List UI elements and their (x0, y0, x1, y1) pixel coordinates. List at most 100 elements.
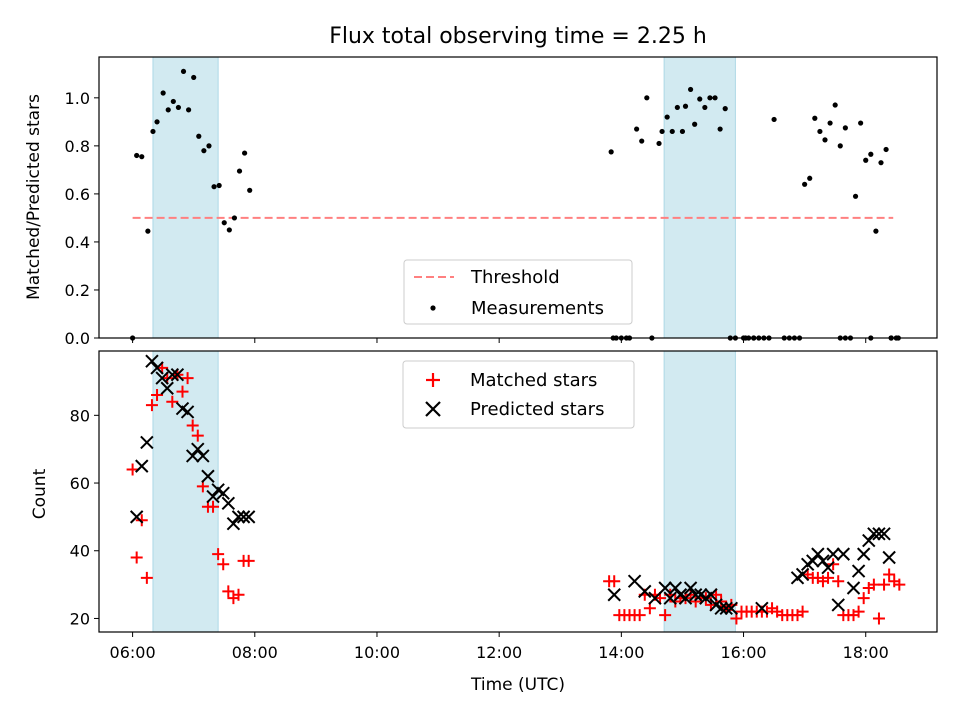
predicted-star-marker (877, 527, 891, 541)
chart-title: Flux total observing time = 2.25 h (329, 24, 707, 49)
measurement-point (242, 150, 248, 156)
predicted-star-marker (241, 510, 256, 524)
measurement-point (211, 184, 217, 190)
predicted-star-marker (663, 591, 677, 605)
measurement-point (722, 106, 728, 112)
predicted-star-marker (683, 581, 698, 595)
measurements-series (130, 68, 901, 341)
measurement-point (170, 98, 176, 105)
measurement-point (247, 187, 253, 193)
predicted-star-marker (140, 435, 154, 450)
matched-star-marker (633, 609, 646, 622)
predicted-star-marker (688, 588, 703, 602)
matched-stars-legend-label: Matched stars (470, 370, 597, 391)
measurement-point (674, 104, 680, 111)
matched-star-marker (827, 558, 840, 571)
matched-star-marker (796, 605, 809, 618)
predicted-stars-legend-label: Predicted stars (470, 399, 604, 420)
top-shaded-intervals (152, 56, 736, 339)
measurement-point (687, 86, 694, 93)
measurement-point (669, 128, 675, 135)
predicted-star-marker (851, 564, 866, 578)
bottom-legend: Matched stars Predicted stars (402, 360, 635, 429)
matched-star-marker (217, 558, 230, 571)
matched-star-marker (608, 575, 621, 588)
matched-star-marker (232, 588, 245, 601)
top-y-axis-label: Matched/Predicted stars (24, 94, 44, 300)
matched-star-marker (857, 592, 870, 605)
measurement-point (216, 182, 222, 189)
predicted-stars-legend-swatch (425, 401, 441, 417)
measurement-point (154, 119, 160, 125)
measurement-point (231, 215, 238, 221)
measurement-point (134, 152, 140, 159)
matched-star-marker (832, 575, 845, 588)
measurement-point (817, 128, 823, 135)
measurement-point (679, 128, 686, 135)
predicted-star-marker (231, 510, 246, 524)
predicted-star-marker (145, 354, 159, 368)
measurement-point (165, 107, 171, 113)
predicted-star-marker (816, 554, 830, 568)
matched-star-marker (872, 612, 885, 625)
x-tick-label: 10:00 (354, 643, 400, 662)
matched-star-marker (222, 585, 235, 598)
measurement-point (827, 120, 833, 126)
predicted-star-marker (221, 496, 236, 511)
bottom-y-axis-label: Count (30, 468, 50, 519)
measurement-point (822, 137, 828, 143)
matched-star-marker (883, 568, 896, 581)
predicted-star-marker (724, 601, 739, 616)
matched-star-marker (852, 605, 865, 618)
x-tick-label: 18:00 (843, 643, 889, 662)
measurement-point (832, 102, 838, 108)
measurement-point (639, 138, 645, 144)
predicted-star-marker (201, 469, 215, 483)
measurement-point (160, 90, 166, 96)
measurements-legend-swatch (430, 305, 436, 311)
matched-star-marker (867, 578, 880, 591)
top-panel: 0.0 0.2 0.4 0.6 0.8 1.0 Matched/Predicted sta… (24, 56, 938, 348)
predicted-star-marker (155, 371, 169, 385)
measurement-point (656, 140, 662, 147)
top-axes-frame (98, 56, 938, 339)
predicted-star-marker (795, 567, 810, 582)
predicted-star-marker (867, 527, 881, 541)
predicted-star-marker (135, 459, 149, 473)
measurement-point (145, 228, 151, 234)
matched-star-marker (893, 578, 906, 591)
y-tick-label: 0.6 (65, 185, 90, 204)
measurement-point (863, 157, 869, 163)
shaded-interval (663, 56, 736, 339)
x-tick-label: 16:00 (720, 643, 766, 662)
measurement-point (702, 104, 708, 111)
bottom-axes-frame (98, 350, 938, 633)
x-tick-label: 08:00 (232, 643, 278, 662)
predicted-star-marker (856, 547, 871, 561)
measurement-point (221, 220, 227, 226)
matched-star-marker (242, 554, 255, 567)
y-tick-label: 0.0 (65, 329, 90, 348)
measurement-point (206, 143, 212, 149)
predicted-star-marker (607, 588, 621, 602)
measurement-point (812, 115, 818, 121)
measurement-point (802, 181, 808, 187)
measurement-point (608, 149, 614, 155)
matched-star-marker (151, 389, 164, 402)
measurement-point (837, 143, 843, 149)
x-tick-label: 06:00 (110, 643, 156, 662)
top-legend: Threshold Measurements (403, 259, 633, 325)
predicted-star-marker (648, 591, 662, 605)
bottom-shaded-intervals (152, 350, 736, 633)
top-y-ticks: 0.0 0.2 0.4 0.6 0.8 1.0 (65, 89, 99, 348)
measurement-point (873, 228, 879, 234)
y-tick-label: 60 (70, 474, 90, 493)
matched-star-marker (191, 429, 204, 442)
measurement-point (634, 126, 640, 132)
predicted-star-marker (180, 405, 195, 419)
predicted-star-marker (846, 581, 861, 595)
x-tick-label: 14:00 (598, 643, 644, 662)
predicted-star-marker (719, 601, 733, 616)
measurements-legend-label: Measurements (471, 298, 604, 319)
